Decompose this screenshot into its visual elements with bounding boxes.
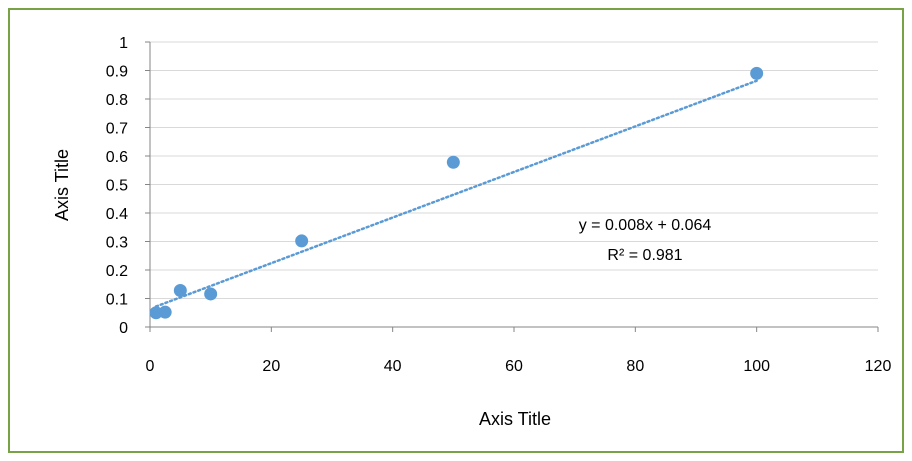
trendline-equation: y = 0.008x + 0.064 — [579, 217, 712, 234]
x-tick-label: 100 — [743, 358, 770, 375]
x-tick-label: 120 — [865, 358, 892, 375]
y-tick-label: 0.2 — [106, 263, 128, 280]
y-tick-label: 0.9 — [106, 64, 128, 81]
trendline-r-squared: R² = 0.981 — [607, 247, 682, 264]
x-tick-label: 20 — [262, 358, 280, 375]
y-tick-label: 0.8 — [106, 92, 128, 109]
data-point — [295, 234, 309, 248]
data-points — [149, 66, 764, 320]
data-point — [204, 287, 218, 301]
gridlines — [150, 41, 878, 299]
data-point — [158, 305, 172, 319]
y-axis-title: Axis Title — [52, 149, 72, 221]
y-tick-label: 1 — [119, 35, 128, 52]
trendline — [154, 79, 758, 308]
y-tick-label: 0.1 — [106, 292, 128, 309]
data-point — [173, 284, 187, 298]
axes — [145, 41, 879, 332]
y-tick-label: 0 — [119, 320, 128, 337]
x-tick-labels: 0 20 40 60 80 100 120 — [146, 358, 892, 375]
y-tick-labels: 0 0.1 0.2 0.3 0.4 0.5 0.6 0.7 0.8 0.9 1 — [106, 35, 128, 337]
x-tick-label: 0 — [146, 358, 155, 375]
data-point — [750, 66, 764, 80]
x-tick-label: 80 — [626, 358, 644, 375]
x-tick-label: 40 — [384, 358, 402, 375]
y-tick-label: 0.7 — [106, 121, 128, 138]
trendline-layer — [154, 79, 758, 308]
y-tick-label: 0.5 — [106, 178, 128, 195]
y-tick-label: 0.4 — [106, 206, 128, 223]
y-tick-label: 0.6 — [106, 149, 128, 166]
y-tick-label: 0.3 — [106, 235, 128, 252]
x-axis-title: Axis Title — [479, 409, 551, 429]
data-point — [446, 155, 460, 169]
x-tick-label: 60 — [505, 358, 523, 375]
